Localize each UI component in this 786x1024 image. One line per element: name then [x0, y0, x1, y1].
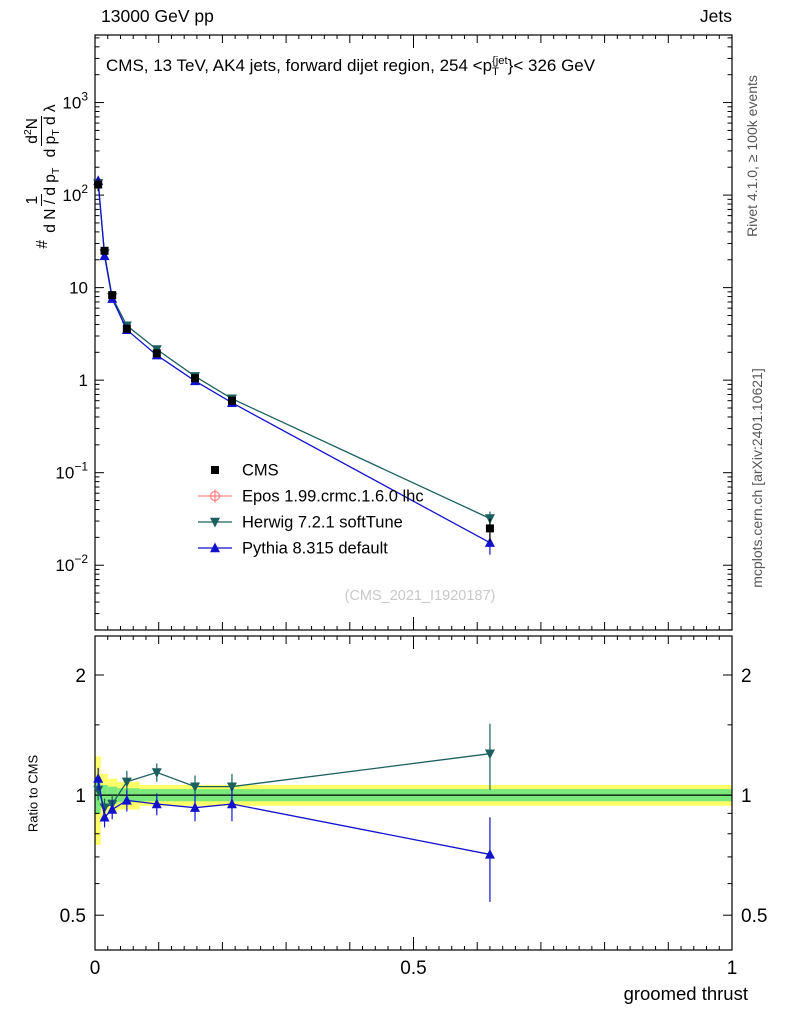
- ratio-tick-label-right: 1: [741, 786, 752, 807]
- legend: CMS Epos 1.99.crmc.1.6.0 lhc Herwig 7.2.1 …: [198, 462, 424, 558]
- y-tick-label: 10: [69, 279, 88, 298]
- x-tick-label: 1: [727, 958, 738, 979]
- y-tick-label: 10−1: [55, 460, 88, 483]
- x-axis-label: groomed thrust: [623, 983, 748, 1004]
- legend-label: Pythia 8.315 default: [242, 540, 388, 558]
- legend-label: CMS: [242, 462, 279, 480]
- y-tick-label: 103: [62, 90, 88, 113]
- y-tick-label: 1: [79, 371, 88, 390]
- beam-energy-label: 13000 GeV pp: [101, 6, 214, 26]
- legend-label: Epos 1.99.crmc.1.6.0 lhc: [242, 488, 424, 506]
- analysis-group-label: Jets: [699, 6, 732, 26]
- y-tick-label: 102: [62, 182, 88, 205]
- series-herwig: [93, 723, 495, 818]
- ratio-uncertainty-band: [95, 756, 733, 845]
- ratio-tick-label-left: 1: [75, 786, 86, 807]
- main-panel-frame: [94, 34, 733, 631]
- ratio-tick-label-right: 2: [741, 666, 752, 687]
- axis-ticks: [94, 35, 733, 950]
- plot-title: CMS, 13 TeV, AK4 jets, forward dijet reg…: [106, 55, 596, 78]
- y-tick-label: 10−2: [55, 552, 88, 575]
- ratio-tick-label-left: 0.5: [60, 906, 86, 927]
- series-pythia: [93, 767, 495, 902]
- ratio-tick-label-right: 0.5: [741, 906, 767, 927]
- legend-label: Herwig 7.2.1 softTune: [242, 514, 403, 532]
- analysis-id-watermark: (CMS_2021_I1920187): [344, 588, 496, 604]
- ratio-tick-label-left: 2: [75, 666, 86, 687]
- series-cms: [94, 178, 494, 542]
- x-tick-label: 0.5: [400, 958, 426, 979]
- x-tick-label: 0: [90, 958, 101, 979]
